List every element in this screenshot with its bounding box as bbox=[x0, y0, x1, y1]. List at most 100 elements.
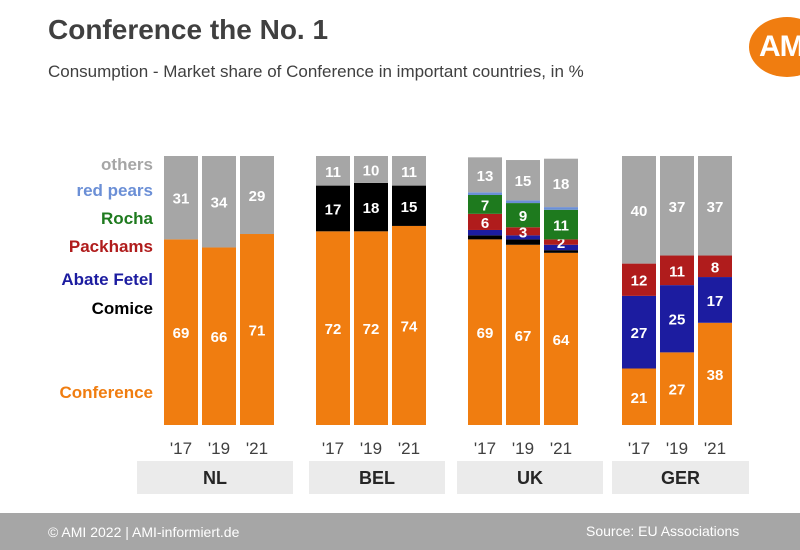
data-label-bel-17-conference: 72 bbox=[325, 321, 342, 338]
data-label-bel-19-conference: 72 bbox=[363, 321, 380, 338]
data-label-uk-21-conference: 64 bbox=[553, 332, 570, 349]
data-label-ger-21-abate-fetel: 17 bbox=[707, 293, 724, 310]
bar-segment-uk-17-others bbox=[468, 157, 502, 193]
bar-segment-uk-21-abate-fetel bbox=[544, 244, 578, 251]
year-label-uk-21: '21 bbox=[550, 439, 572, 458]
bar-segment-uk-17-rocha bbox=[468, 195, 502, 214]
data-label-uk-19-rocha: 9 bbox=[519, 208, 527, 225]
bar-segment-bel-19-comice bbox=[354, 182, 388, 232]
data-label-nl-17-others: 31 bbox=[173, 191, 190, 208]
bar-segment-ger-21-conference bbox=[698, 322, 732, 425]
year-label-bel-17: '17 bbox=[322, 439, 344, 458]
data-label-nl-21-others: 29 bbox=[249, 188, 266, 205]
year-label-ger-17: '17 bbox=[628, 439, 650, 458]
legend-conference: Conference bbox=[59, 383, 153, 402]
legend-packhams: Packhams bbox=[69, 237, 153, 256]
chart-subtitle: Consumption - Market share of Conference… bbox=[48, 62, 584, 81]
country-panel-nl bbox=[137, 461, 293, 494]
bar-segment-ger-19-conference bbox=[660, 352, 694, 425]
bar-segment-uk-17-conference bbox=[468, 239, 502, 425]
bar-segment-uk-21-conference bbox=[544, 252, 578, 425]
bar-segment-nl-21-conference bbox=[240, 234, 274, 425]
data-label-ger-21-others: 37 bbox=[707, 199, 724, 216]
data-label-uk-21-packhams: 2 bbox=[557, 235, 565, 252]
data-label-bel-19-comice: 18 bbox=[363, 200, 380, 217]
data-label-nl-19-conference: 66 bbox=[211, 329, 228, 346]
year-label-bel-21: '21 bbox=[398, 439, 420, 458]
data-label-uk-17-packhams: 6 bbox=[481, 215, 489, 232]
country-label-nl: NL bbox=[203, 468, 227, 488]
bar-segment-ger-19-others bbox=[660, 156, 694, 256]
legend-others: others bbox=[101, 155, 153, 174]
bar-segment-bel-21-conference bbox=[392, 225, 426, 425]
data-label-uk-17-rocha: 7 bbox=[481, 197, 489, 214]
bar-segment-bel-21-others bbox=[392, 156, 426, 186]
bar-segment-uk-19-others bbox=[506, 160, 540, 201]
country-label-ger: GER bbox=[661, 468, 700, 488]
data-label-bel-21-others: 11 bbox=[401, 164, 417, 181]
data-label-uk-19-others: 15 bbox=[515, 173, 532, 190]
data-label-bel-21-conference: 74 bbox=[401, 318, 418, 335]
data-label-ger-19-conference: 27 bbox=[669, 382, 686, 399]
data-label-uk-17-conference: 69 bbox=[477, 325, 494, 342]
bar-segment-uk-19-red-pears bbox=[506, 200, 540, 204]
chart-title: Conference the No. 1 bbox=[48, 14, 329, 45]
bar-segment-uk-21-packhams bbox=[544, 239, 578, 245]
stacked-bar-chart: others red pears Rocha Packhams Abate Fetel C… bbox=[59, 155, 749, 494]
data-label-uk-17-others: 13 bbox=[477, 168, 494, 185]
footer-bar: © AMI 2022 | AMI-informiert.de Source: E… bbox=[0, 513, 800, 550]
bar-segment-uk-21-others bbox=[544, 158, 578, 208]
bar-segment-nl-19-others bbox=[202, 156, 236, 248]
data-label-ger-21-packhams: 8 bbox=[711, 259, 719, 276]
data-label-ger-17-others: 40 bbox=[631, 203, 648, 220]
year-label-nl-19: '19 bbox=[208, 439, 230, 458]
bar-segment-nl-19-conference bbox=[202, 247, 236, 425]
bar-segment-ger-19-abate-fetel bbox=[660, 285, 694, 353]
data-label-bel-17-others: 11 bbox=[325, 164, 341, 181]
data-label-ger-17-packhams: 12 bbox=[631, 273, 648, 290]
data-label-bel-17-comice: 17 bbox=[325, 201, 342, 218]
footer-source: Source: EU Associations bbox=[586, 523, 740, 539]
footer-copyright[interactable]: © AMI 2022 | AMI-informiert.de bbox=[48, 524, 240, 540]
data-label-uk-19-packhams: 3 bbox=[519, 224, 527, 241]
data-label-ger-19-packhams: 11 bbox=[669, 263, 685, 280]
data-label-uk-21-others: 18 bbox=[553, 176, 570, 193]
data-label-nl-19-others: 34 bbox=[211, 195, 228, 212]
bar-segment-ger-17-conference bbox=[622, 368, 656, 425]
bar-segment-uk-17-comice bbox=[468, 235, 502, 240]
bar-segment-uk-19-comice bbox=[506, 239, 540, 245]
bar-segment-ger-21-abate-fetel bbox=[698, 277, 732, 323]
bar-segment-uk-17-abate-fetel bbox=[468, 229, 502, 236]
year-label-uk-17: '17 bbox=[474, 439, 496, 458]
year-label-ger-21: '21 bbox=[704, 439, 726, 458]
data-label-bel-21-comice: 15 bbox=[401, 199, 418, 216]
bar-segment-bel-19-others bbox=[354, 156, 388, 183]
bar-segment-nl-17-conference bbox=[164, 239, 198, 425]
bar-segment-uk-19-abate-fetel bbox=[506, 235, 540, 240]
bar-segment-uk-21-comice bbox=[544, 250, 578, 253]
year-label-nl-17: '17 bbox=[170, 439, 192, 458]
data-label-bel-19-others: 10 bbox=[363, 162, 380, 179]
data-label-ger-21-conference: 38 bbox=[707, 367, 724, 384]
data-label-uk-19-conference: 67 bbox=[515, 328, 532, 345]
data-label-nl-17-conference: 69 bbox=[173, 325, 190, 342]
bar-segment-uk-21-red-pears bbox=[544, 207, 578, 210]
data-label-ger-19-abate-fetel: 25 bbox=[669, 312, 686, 329]
bar-segment-bel-19-conference bbox=[354, 231, 388, 425]
data-label-ger-17-conference: 21 bbox=[631, 390, 648, 407]
country-panel-bel bbox=[309, 461, 445, 494]
country-label-uk: UK bbox=[517, 468, 543, 488]
bar-segment-bel-17-conference bbox=[316, 231, 350, 425]
data-label-uk-21-rocha: 11 bbox=[553, 218, 569, 235]
year-label-bel-19: '19 bbox=[360, 439, 382, 458]
bar-segment-uk-21-rocha bbox=[544, 209, 578, 240]
country-label-bel: BEL bbox=[359, 468, 395, 488]
bar-segment-ger-17-packhams bbox=[622, 263, 656, 296]
bar-segment-uk-19-packhams bbox=[506, 227, 540, 236]
year-label-nl-21: '21 bbox=[246, 439, 268, 458]
year-label-ger-19: '19 bbox=[666, 439, 688, 458]
bar-segment-bel-17-comice bbox=[316, 185, 350, 232]
bar-segment-nl-17-others bbox=[164, 156, 198, 240]
bar-segment-uk-19-conference bbox=[506, 244, 540, 425]
bar-segment-ger-17-others bbox=[622, 156, 656, 264]
